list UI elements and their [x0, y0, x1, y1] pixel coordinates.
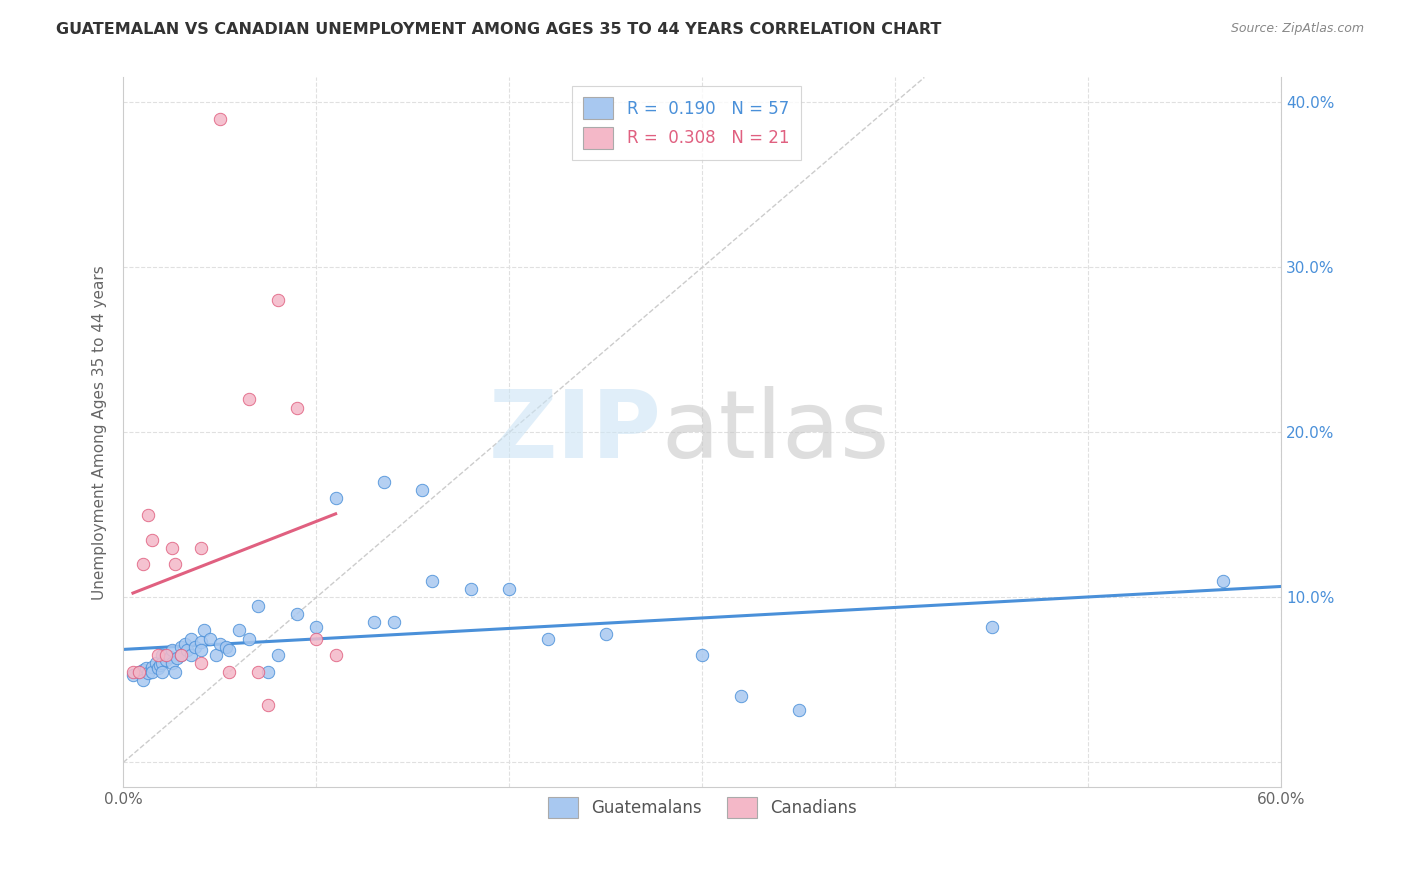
Point: [190, 643, 212, 657]
Point: [128, 665, 150, 679]
Point: [208, 112, 231, 126]
Point: [214, 640, 236, 654]
Point: [166, 651, 188, 665]
Point: [285, 607, 308, 621]
Point: [122, 668, 145, 682]
Point: [131, 663, 153, 677]
Point: [218, 665, 240, 679]
Point: [267, 293, 290, 308]
Point: [190, 541, 212, 555]
Point: [165, 558, 187, 572]
Point: [155, 653, 177, 667]
Point: [146, 661, 169, 675]
Point: [190, 657, 212, 671]
Point: [146, 648, 169, 662]
Point: [155, 648, 177, 662]
Point: [460, 582, 482, 596]
Point: [122, 665, 145, 679]
Point: [692, 648, 714, 662]
Point: [190, 635, 212, 649]
Point: [183, 640, 205, 654]
Point: [980, 620, 1002, 634]
Point: [160, 657, 183, 671]
Point: [238, 632, 260, 646]
Point: [305, 632, 328, 646]
Point: [180, 648, 202, 662]
Point: [141, 665, 163, 679]
Point: [150, 665, 173, 679]
Point: [141, 533, 163, 547]
Point: [267, 648, 290, 662]
Point: [787, 703, 810, 717]
Point: [208, 636, 231, 650]
Point: [411, 483, 433, 497]
Point: [160, 541, 183, 555]
Point: [218, 643, 240, 657]
Point: [165, 665, 187, 679]
Point: [363, 615, 385, 629]
Text: GUATEMALAN VS CANADIAN UNEMPLOYMENT AMONG AGES 35 TO 44 YEARS CORRELATION CHART: GUATEMALAN VS CANADIAN UNEMPLOYMENT AMON…: [56, 22, 942, 37]
Point: [138, 508, 160, 522]
Y-axis label: Unemployment Among Ages 35 to 44 years: Unemployment Among Ages 35 to 44 years: [93, 265, 107, 599]
Point: [382, 615, 405, 629]
Point: [373, 475, 395, 489]
Point: [595, 626, 617, 640]
Point: [135, 661, 157, 675]
Point: [325, 648, 347, 662]
Point: [247, 599, 270, 613]
Point: [170, 640, 193, 654]
Point: [247, 665, 270, 679]
Point: [193, 624, 215, 638]
Point: [180, 632, 202, 646]
Point: [198, 632, 221, 646]
Point: [150, 657, 173, 671]
Point: [150, 648, 173, 662]
Point: [170, 648, 193, 662]
Point: [325, 491, 347, 506]
Legend: Guatemalans, Canadians: Guatemalans, Canadians: [541, 790, 863, 825]
Point: [305, 620, 328, 634]
Point: [131, 558, 153, 572]
Point: [537, 632, 560, 646]
Point: [145, 657, 167, 671]
Point: [285, 401, 308, 415]
Point: [141, 659, 163, 673]
Text: atlas: atlas: [662, 386, 890, 478]
Point: [131, 673, 153, 687]
Point: [149, 658, 172, 673]
Point: [138, 666, 160, 681]
Point: [1212, 574, 1234, 588]
Point: [498, 582, 520, 596]
Point: [257, 698, 280, 712]
Point: [159, 649, 181, 664]
Point: [205, 648, 228, 662]
Text: ZIP: ZIP: [489, 386, 662, 478]
Point: [128, 665, 150, 679]
Point: [257, 665, 280, 679]
Point: [420, 574, 443, 588]
Point: [160, 643, 183, 657]
Point: [174, 636, 197, 650]
Point: [176, 643, 198, 657]
Text: Source: ZipAtlas.com: Source: ZipAtlas.com: [1230, 22, 1364, 36]
Point: [730, 690, 752, 704]
Point: [238, 392, 260, 407]
Point: [228, 624, 250, 638]
Point: [170, 648, 193, 662]
